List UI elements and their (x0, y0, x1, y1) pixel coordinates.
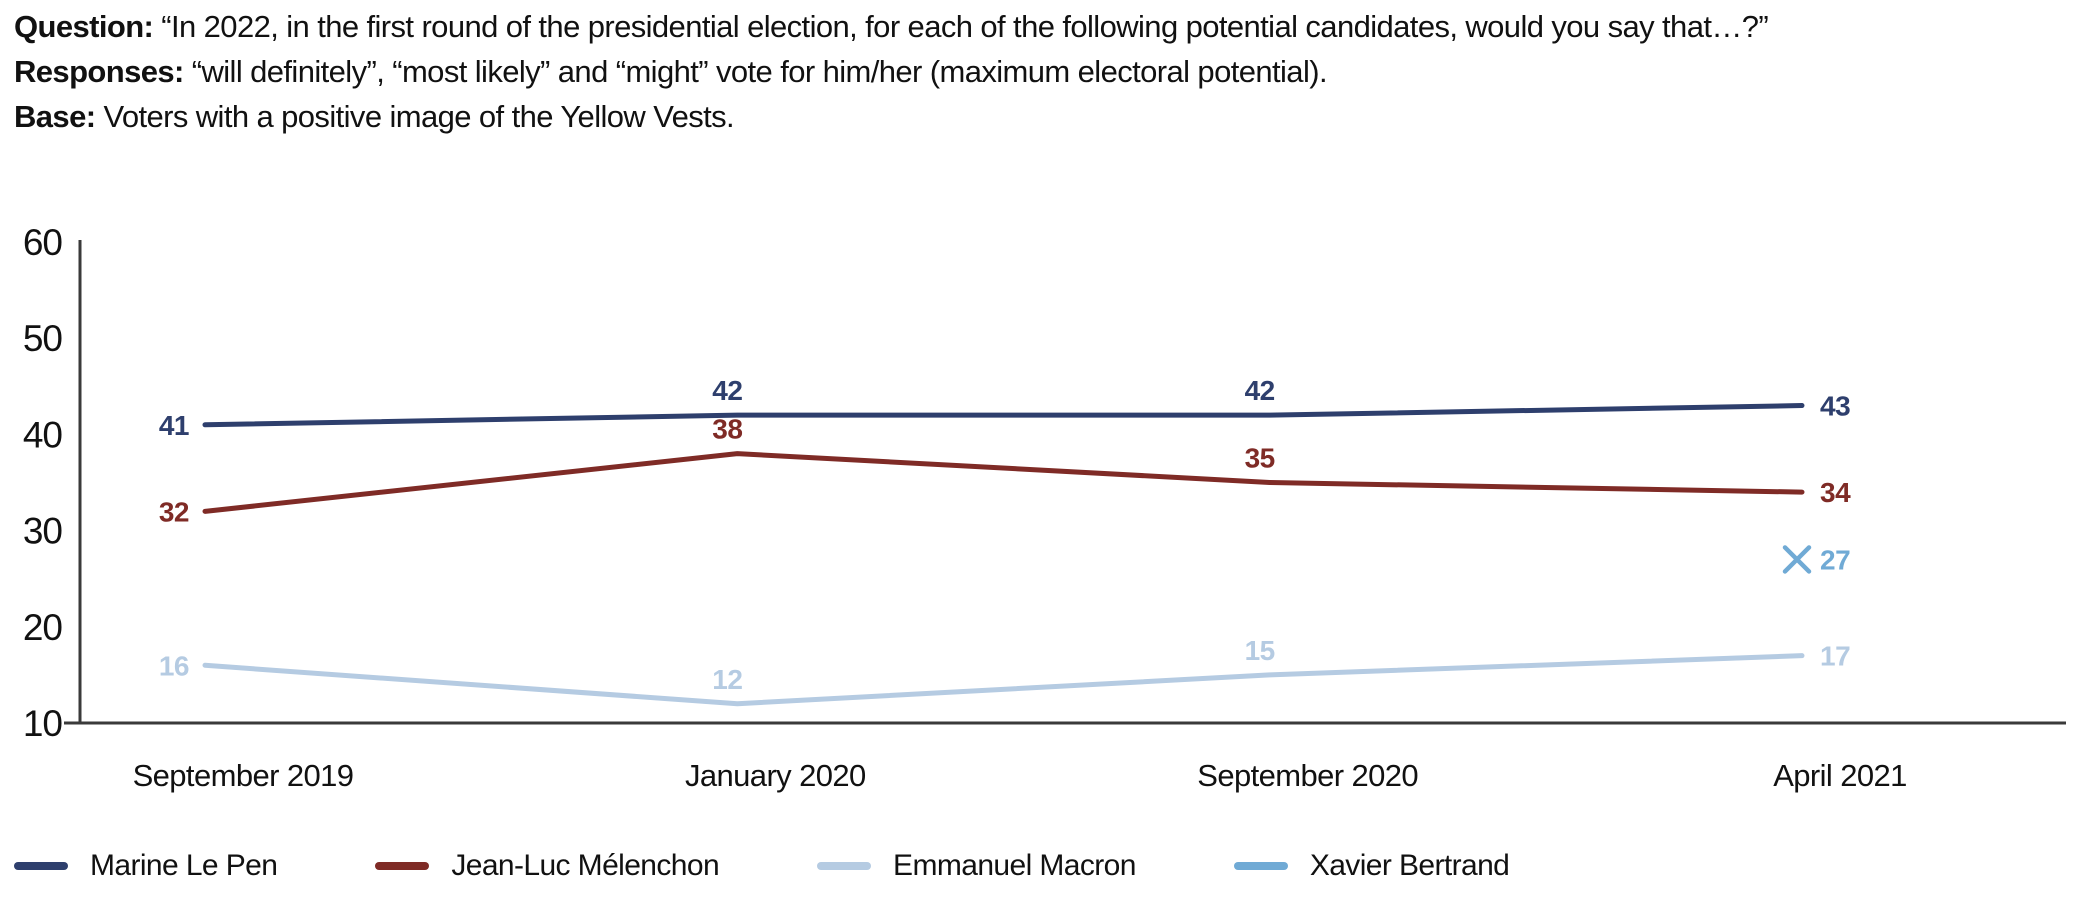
legend-item-jean-luc-melenchon: Jean-Luc Mélenchon (375, 849, 720, 883)
legend-line-swatch (817, 862, 872, 870)
y-tick-label: 10 (23, 703, 63, 744)
y-tick-label: 20 (23, 607, 63, 648)
question-text: “In 2022, in the first round of the pres… (161, 9, 1769, 44)
value-label: 27 (1820, 544, 1850, 575)
x-marker (1782, 545, 1812, 574)
value-label: 15 (1245, 635, 1275, 666)
question-line: Question: “In 2022, in the first round o… (14, 8, 2066, 46)
series-line (202, 451, 1805, 514)
base-text: Voters with a positive image of the Yell… (103, 99, 735, 134)
chart-header: Question: “In 2022, in the first round o… (14, 8, 2066, 143)
value-label: 42 (1245, 375, 1275, 406)
value-label: 35 (1245, 443, 1275, 474)
value-label: 17 (1820, 641, 1850, 672)
legend-item-marine-le-pen: Marine Le Pen (14, 849, 278, 883)
legend-line-swatch (375, 862, 430, 870)
value-label: 41 (159, 410, 189, 441)
x-tick-label: September 2019 (133, 758, 354, 793)
value-label: 42 (712, 375, 742, 406)
value-label: 38 (712, 414, 742, 445)
legend-line-swatch (14, 862, 68, 870)
series-line (202, 403, 1805, 428)
x-tick-label: April 2021 (1773, 758, 1907, 793)
legend-item-emmanuel-macron: Emmanuel Macron (817, 849, 1136, 883)
chart-legend: Marine Le Pen Jean-Luc Mélenchon Emmanue… (14, 849, 1510, 883)
responses-line: Responses: “will definitely”, “most like… (14, 53, 2066, 91)
y-tick-label: 30 (23, 511, 63, 552)
responses-text: “will definitely”, “most likely” and “mi… (191, 54, 1328, 89)
legend-label: Jean-Luc Mélenchon (451, 849, 720, 882)
value-label: 16 (159, 650, 189, 681)
y-tick-label: 40 (23, 414, 63, 455)
base-line: Base: Voters with a positive image of th… (14, 98, 2066, 136)
y-tick-label: 60 (23, 222, 63, 263)
value-label: 32 (159, 496, 189, 527)
responses-label: Responses: (14, 54, 184, 89)
y-tick-label: 50 (23, 318, 63, 359)
legend-label: Xavier Bertrand (1309, 849, 1510, 882)
base-label: Base: (14, 99, 96, 134)
legend-line-swatch (1233, 862, 1288, 870)
legend-label: Emmanuel Macron (893, 849, 1136, 882)
x-tick-label: September 2020 (1197, 758, 1418, 793)
question-label: Question: (14, 9, 154, 44)
legend-item-xavier-bertrand: Xavier Bertrand (1233, 849, 1510, 883)
series-line (202, 653, 1805, 707)
legend-label: Marine Le Pen (90, 849, 278, 882)
value-label: 12 (712, 664, 742, 695)
value-label: 43 (1820, 391, 1850, 422)
value-label: 34 (1820, 477, 1851, 508)
x-tick-label: January 2020 (685, 758, 866, 793)
